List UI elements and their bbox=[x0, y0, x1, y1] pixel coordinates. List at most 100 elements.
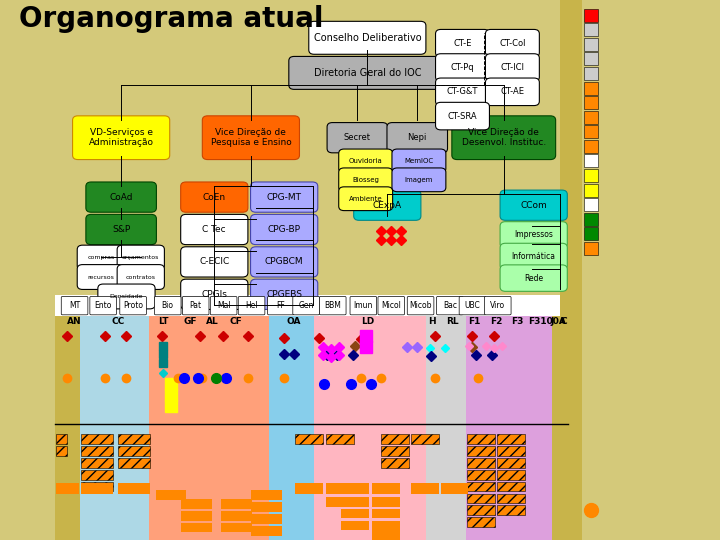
Text: RL: RL bbox=[446, 318, 459, 326]
Bar bbox=[341, 483, 369, 494]
Bar bbox=[411, 483, 439, 494]
FancyBboxPatch shape bbox=[251, 279, 318, 309]
Text: Ento: Ento bbox=[94, 301, 112, 310]
FancyBboxPatch shape bbox=[392, 149, 446, 173]
Bar bbox=[372, 497, 400, 507]
Bar bbox=[584, 169, 598, 182]
Text: CPGBCM: CPGBCM bbox=[265, 258, 303, 266]
Bar bbox=[497, 494, 525, 503]
Bar bbox=[467, 434, 495, 444]
FancyBboxPatch shape bbox=[485, 29, 539, 57]
Bar bbox=[372, 483, 400, 494]
Bar bbox=[411, 434, 439, 444]
Bar bbox=[381, 446, 408, 456]
FancyBboxPatch shape bbox=[436, 53, 490, 81]
FancyBboxPatch shape bbox=[408, 296, 434, 315]
Text: Proto: Proto bbox=[123, 301, 143, 310]
Bar bbox=[55, 316, 80, 540]
FancyBboxPatch shape bbox=[117, 245, 164, 270]
Text: F2: F2 bbox=[490, 318, 502, 326]
Bar bbox=[467, 505, 495, 515]
FancyBboxPatch shape bbox=[73, 116, 170, 160]
Text: AN: AN bbox=[66, 318, 81, 326]
Bar bbox=[118, 434, 150, 444]
FancyBboxPatch shape bbox=[387, 123, 448, 153]
Bar bbox=[251, 502, 282, 512]
FancyBboxPatch shape bbox=[251, 247, 318, 277]
Bar bbox=[269, 316, 314, 540]
Text: Vice Direção de
Desenvol. Instituc.: Vice Direção de Desenvol. Instituc. bbox=[462, 128, 546, 147]
FancyBboxPatch shape bbox=[436, 102, 490, 130]
Text: Mal: Mal bbox=[217, 301, 230, 310]
Text: CPGEBS: CPGEBS bbox=[266, 290, 302, 299]
FancyBboxPatch shape bbox=[378, 296, 405, 315]
Text: CoEn: CoEn bbox=[203, 193, 226, 201]
Bar bbox=[584, 242, 598, 255]
Text: Secret: Secret bbox=[344, 133, 371, 142]
Text: recursos: recursos bbox=[87, 274, 114, 280]
Bar bbox=[56, 483, 78, 494]
Text: CPG-BP: CPG-BP bbox=[268, 225, 301, 234]
Bar bbox=[381, 434, 408, 444]
Bar bbox=[251, 514, 282, 524]
FancyBboxPatch shape bbox=[202, 116, 300, 160]
Text: orçamentos: orçamentos bbox=[122, 255, 159, 260]
Bar bbox=[181, 511, 212, 521]
FancyBboxPatch shape bbox=[120, 296, 146, 315]
FancyBboxPatch shape bbox=[354, 190, 421, 220]
Text: Densidade: Densidade bbox=[109, 294, 143, 299]
Text: Ouvidoria: Ouvidoria bbox=[348, 158, 382, 164]
Text: Nepi: Nepi bbox=[408, 133, 427, 142]
Bar bbox=[56, 446, 66, 456]
Bar bbox=[467, 517, 495, 527]
Bar bbox=[81, 483, 113, 494]
Bar bbox=[81, 458, 113, 468]
Bar bbox=[497, 434, 525, 444]
Bar bbox=[326, 497, 351, 507]
Bar bbox=[118, 458, 150, 468]
Bar bbox=[81, 434, 113, 444]
Bar bbox=[584, 125, 598, 138]
FancyBboxPatch shape bbox=[77, 245, 125, 270]
FancyBboxPatch shape bbox=[98, 284, 155, 309]
Bar bbox=[372, 530, 400, 540]
Bar bbox=[467, 458, 495, 468]
Bar bbox=[497, 458, 525, 468]
Text: C-ECIC: C-ECIC bbox=[199, 258, 230, 266]
Bar bbox=[81, 482, 113, 491]
Bar bbox=[295, 483, 323, 494]
Text: F1: F1 bbox=[469, 318, 481, 326]
Bar bbox=[118, 446, 150, 456]
FancyBboxPatch shape bbox=[309, 21, 426, 54]
Bar bbox=[584, 227, 598, 240]
Bar bbox=[584, 96, 598, 109]
Text: Informática: Informática bbox=[512, 252, 556, 261]
Text: BBM: BBM bbox=[324, 301, 341, 310]
FancyBboxPatch shape bbox=[392, 168, 446, 192]
Text: Imun: Imun bbox=[354, 301, 373, 310]
Bar bbox=[584, 9, 598, 22]
Bar bbox=[295, 434, 323, 444]
FancyBboxPatch shape bbox=[452, 116, 556, 160]
Text: C: C bbox=[560, 318, 567, 326]
Text: C Tec: C Tec bbox=[202, 225, 226, 234]
Text: Conselho Deliberativo: Conselho Deliberativo bbox=[313, 33, 421, 43]
FancyBboxPatch shape bbox=[350, 296, 377, 315]
FancyBboxPatch shape bbox=[86, 182, 156, 212]
FancyBboxPatch shape bbox=[181, 247, 248, 277]
Text: Hel: Hel bbox=[246, 301, 258, 310]
Text: Biosseg: Biosseg bbox=[352, 177, 379, 183]
Bar bbox=[497, 505, 525, 515]
Bar bbox=[181, 499, 212, 509]
Text: J: J bbox=[550, 318, 554, 326]
Text: H: H bbox=[428, 318, 436, 326]
FancyBboxPatch shape bbox=[327, 123, 387, 153]
Bar bbox=[467, 446, 495, 456]
FancyBboxPatch shape bbox=[500, 243, 567, 269]
Text: CPGls: CPGls bbox=[202, 290, 228, 299]
Text: GF: GF bbox=[183, 318, 197, 326]
Text: Organograma atual: Organograma atual bbox=[19, 5, 323, 33]
Bar bbox=[560, 0, 582, 540]
Bar bbox=[80, 316, 149, 540]
Bar bbox=[467, 494, 495, 503]
